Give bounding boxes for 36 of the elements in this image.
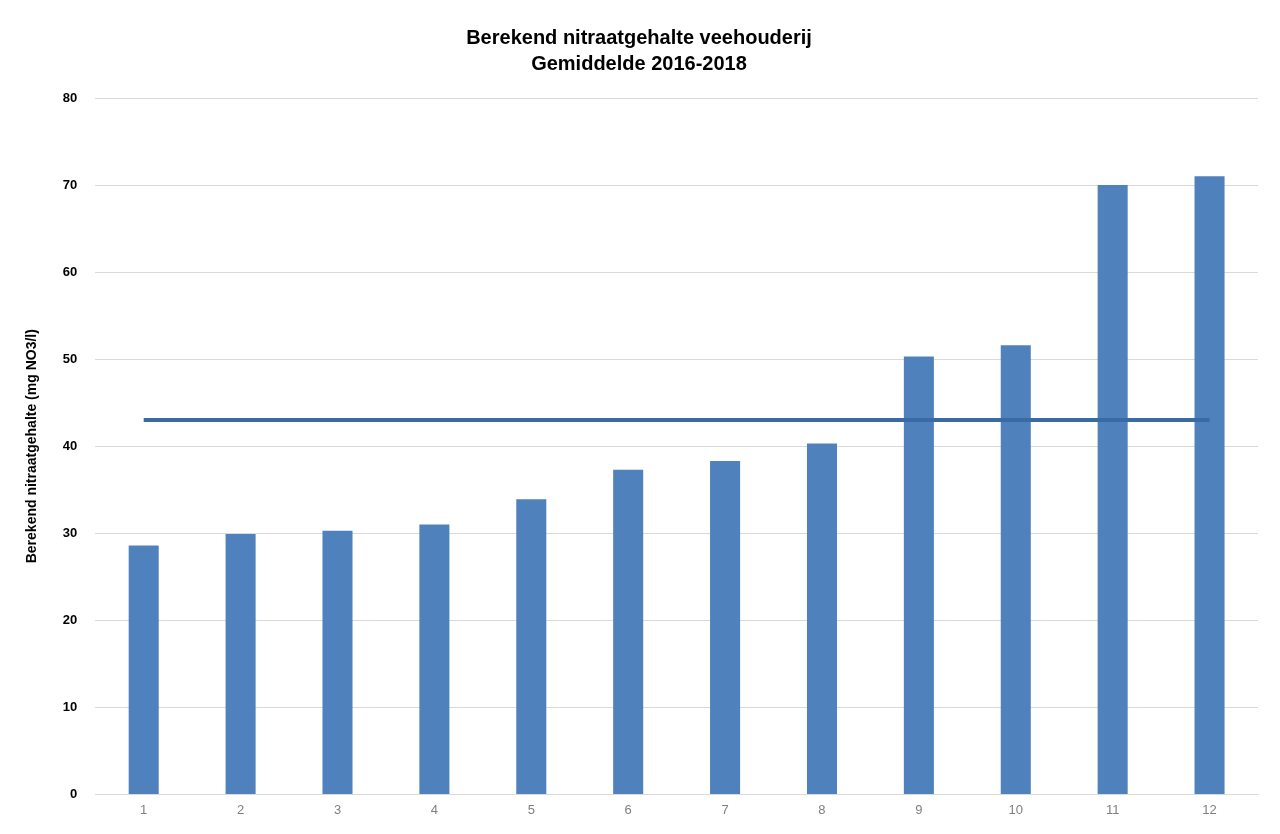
x-tick-label: 4: [430, 801, 439, 817]
chart-subtitle: Gemiddelde 2016-2018: [531, 51, 747, 74]
bar: [1194, 176, 1225, 794]
x-tick-label: 7: [721, 801, 729, 817]
y-tick-label: 20: [62, 611, 78, 627]
x-tick-label: 6: [624, 801, 632, 817]
bar: [1097, 185, 1128, 794]
y-tick-label: 50: [62, 350, 78, 366]
bar: [516, 499, 547, 794]
bar: [225, 534, 256, 794]
x-tick-label: 12: [1202, 801, 1217, 817]
y-tick-label: 40: [62, 437, 78, 453]
bar: [419, 524, 450, 794]
x-tick-label: 2: [236, 801, 245, 817]
bar: [613, 469, 644, 794]
y-tick-label: 70: [62, 176, 78, 192]
chart-title: Berekend nitraatgehalte veehouderij: [466, 25, 812, 48]
bar: [806, 443, 837, 794]
bar: [903, 356, 934, 794]
x-tick-label: 1: [140, 801, 148, 817]
x-tick-label: 3: [333, 801, 342, 817]
y-tick-label: 80: [62, 89, 78, 105]
x-tick-label: 8: [818, 801, 826, 817]
bar: [710, 461, 741, 794]
y-axis-title: Berekend nitraatgehalte (mg NO3/l): [23, 329, 40, 564]
y-tick-label: 10: [62, 698, 78, 714]
x-tick-label: 11: [1105, 801, 1120, 817]
x-tick-label: 10: [1008, 801, 1023, 817]
bar: [322, 530, 353, 794]
x-tick-label: 5: [527, 801, 535, 817]
y-tick-label: 0: [70, 785, 78, 801]
x-tick-label: 9: [915, 801, 923, 817]
y-tick-label: 30: [62, 524, 78, 540]
y-tick-label: 60: [62, 263, 78, 279]
bar: [128, 545, 159, 794]
bar: [1000, 345, 1031, 794]
